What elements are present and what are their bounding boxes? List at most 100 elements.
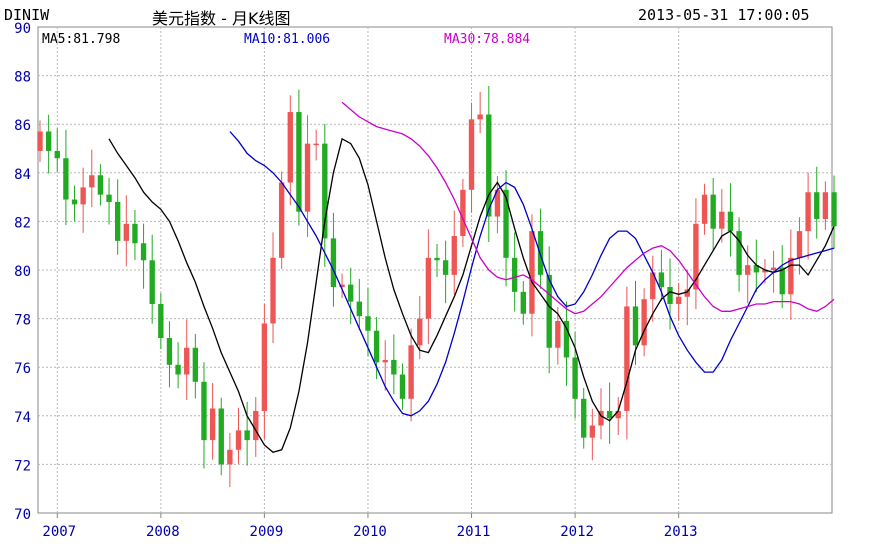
y-tick-label: 72 — [14, 458, 31, 474]
candle-body — [805, 192, 811, 232]
y-tick-label: 84 — [14, 167, 31, 183]
candle-body — [270, 257, 276, 324]
candle-body — [37, 131, 43, 151]
candle-body — [261, 323, 268, 411]
candle-body — [770, 267, 777, 270]
candle-body — [486, 114, 492, 217]
candle-body — [822, 192, 829, 219]
candle-body — [132, 223, 138, 244]
candle-body — [520, 291, 526, 314]
candle-body — [753, 265, 760, 273]
candle-body — [796, 231, 803, 258]
ma10-line — [229, 131, 835, 417]
y-tick-label: 88 — [14, 70, 31, 86]
candle-body — [123, 223, 129, 241]
y-tick-label: 82 — [14, 215, 31, 231]
candle-body — [667, 287, 673, 305]
ma5-line — [108, 137, 835, 454]
candle-body — [287, 112, 293, 183]
candle-body — [80, 187, 86, 205]
candle-body — [63, 158, 69, 200]
candle-body — [244, 430, 250, 441]
y-tick-label: 80 — [14, 264, 31, 280]
candle-body — [675, 296, 682, 305]
candle-body — [166, 338, 173, 365]
candle-body — [598, 410, 604, 426]
y-tick-label: 90 — [14, 21, 31, 37]
candle-body — [209, 408, 216, 441]
y-tick-label: 86 — [14, 118, 31, 134]
candle-body — [831, 192, 837, 227]
candle-body — [641, 299, 647, 346]
ma30-line — [341, 101, 835, 315]
x-tick-label: 2013 — [664, 524, 698, 540]
candle-body — [322, 143, 328, 239]
candle-body — [391, 359, 397, 375]
candle-body — [529, 231, 535, 314]
candle-body — [227, 449, 233, 465]
candle-body — [511, 257, 518, 292]
candle-body — [477, 114, 483, 120]
ma10-label: MA10:81.006 — [244, 32, 331, 47]
y-tick-label: 74 — [14, 410, 31, 426]
y-tick-label: 70 — [14, 507, 31, 523]
y-tick-label: 76 — [14, 361, 31, 377]
candle-body — [460, 189, 466, 236]
candle-body — [563, 321, 570, 358]
candle-body — [97, 175, 104, 195]
candle-body — [555, 321, 561, 348]
candle-body — [45, 131, 52, 151]
candle-body — [54, 150, 60, 159]
candle-body — [348, 284, 354, 302]
candle-body — [313, 143, 319, 146]
candle-body — [451, 235, 457, 275]
x-tick-label: 2008 — [146, 524, 180, 540]
candle-body — [814, 192, 820, 219]
candle-body — [745, 265, 751, 275]
candle-body — [468, 119, 475, 190]
candle-body — [114, 201, 121, 241]
x-tick-label: 2009 — [250, 524, 284, 540]
candle-body — [615, 410, 621, 419]
candle-body — [710, 194, 716, 229]
candle-body — [365, 316, 371, 331]
candle-body — [736, 231, 742, 275]
x-tick-label: 2010 — [353, 524, 387, 540]
candle-body — [727, 211, 734, 232]
candle-body — [494, 189, 501, 217]
candle-body — [719, 211, 725, 229]
candle-body — [192, 347, 199, 382]
candle-body — [425, 257, 432, 319]
candle-body — [701, 194, 708, 224]
candle-body — [356, 301, 363, 317]
candle-body — [89, 175, 95, 188]
candle-body — [434, 257, 440, 261]
candle-body — [581, 398, 587, 438]
candle-body — [175, 364, 181, 375]
candle-body — [339, 284, 345, 288]
candle-body — [589, 425, 596, 438]
candle-body — [408, 345, 414, 399]
candle-body — [201, 381, 207, 441]
candle-body — [218, 408, 224, 465]
candle-body — [71, 199, 78, 205]
candle-body — [373, 330, 380, 363]
x-tick-label: 2012 — [560, 524, 594, 540]
candle-body — [693, 223, 699, 290]
candle-body — [632, 306, 639, 346]
candle-body — [106, 194, 112, 202]
candle-body — [382, 359, 388, 363]
candle-body — [399, 374, 406, 399]
candle-body — [417, 318, 423, 346]
candle-body — [235, 430, 242, 450]
candle-body — [149, 260, 155, 305]
datetime-label: 2013-05-31 17:00:05 — [638, 6, 810, 24]
symbol-label: DINIW — [4, 6, 50, 24]
candle-body — [330, 238, 337, 288]
x-tick-label: 2011 — [457, 524, 491, 540]
y-tick-label: 78 — [14, 313, 31, 329]
ma5-label: MA5:81.798 — [42, 32, 121, 47]
candle-body — [572, 357, 578, 399]
candle-body — [546, 274, 552, 348]
candle-body — [658, 272, 665, 288]
